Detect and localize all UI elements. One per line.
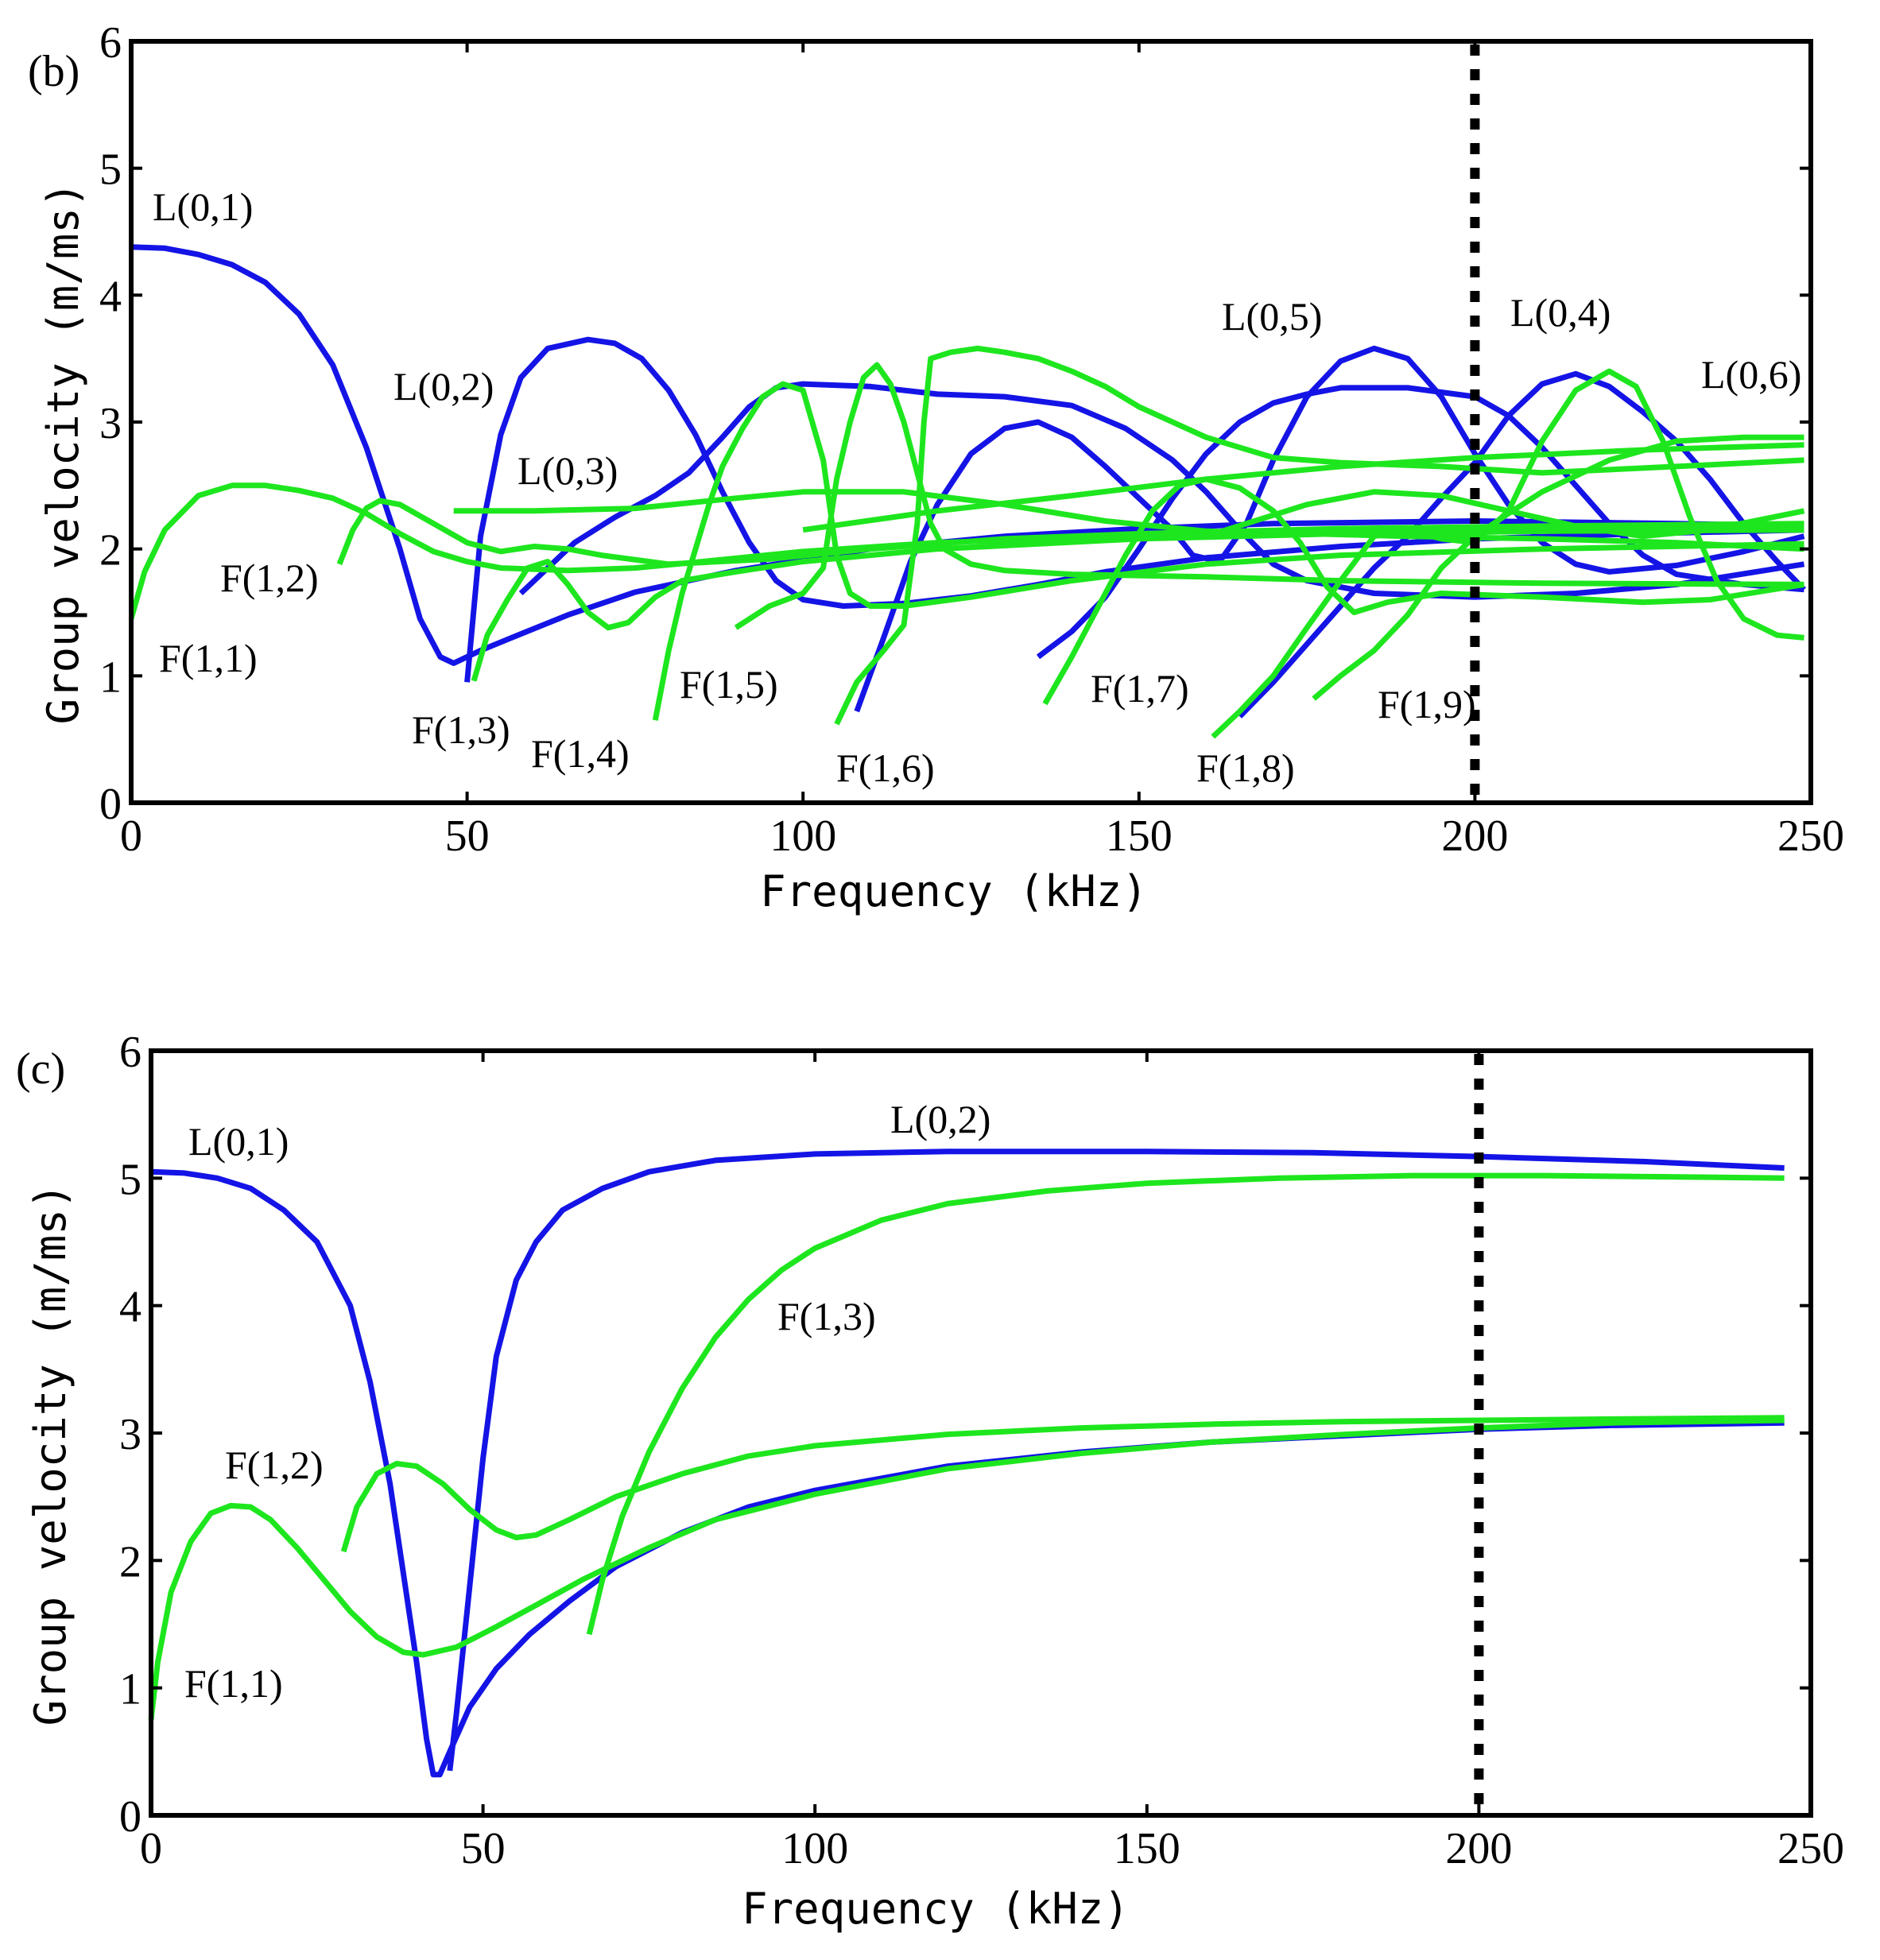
panel-b-series-faux1 (453, 489, 1804, 552)
panel-b-label-L03: L(0,3) (517, 448, 618, 493)
panel-b-x-tick-label: 50 (445, 812, 490, 861)
panel-c-y-tick-label: 3 (119, 1410, 141, 1459)
panel-c-y-tick-label: 6 (119, 1028, 141, 1077)
panel-c-x-tick-label: 0 (140, 1824, 162, 1873)
panel-b-label-F14: F(1,4) (531, 731, 630, 776)
panel-c-label-L01: L(0,1) (188, 1119, 289, 1164)
panel-b-series-f16 (834, 345, 1804, 726)
panel-c-series-l02 (447, 1148, 1785, 1772)
panel-b-x-tick-label: 150 (1106, 812, 1173, 861)
panel-b-y-tick-label: 0 (99, 780, 122, 829)
panel-b-series-f18 (1211, 368, 1804, 739)
panel-c-x-tick-label: 100 (781, 1824, 848, 1873)
panel-b-y-tick-label: 2 (99, 526, 122, 575)
panel-b-y-tick-label: 3 (99, 399, 122, 448)
panel-b-series-f14 (652, 381, 1804, 721)
panel-b-series-faux2 (802, 442, 1804, 533)
panel-c-y-tick-label: 5 (119, 1155, 141, 1204)
panel-b-label-F17: F(1,7) (1091, 666, 1189, 711)
panel-c-label-F12: F(1,2) (225, 1443, 324, 1487)
panel-b-chart: 0 50 100 150 200 250 0 1 2 3 4 5 6 (b) Frequency (kH… (28, 18, 1844, 916)
panel-c-x-tick-label: 150 (1114, 1824, 1180, 1873)
panel-b-tag: (b) (28, 47, 79, 96)
panel-c-y-tick-label: 2 (119, 1537, 141, 1586)
panel-b-x-tick-label: 0 (120, 812, 142, 861)
panel-b-series-f19 (1312, 434, 1804, 701)
panel-b-series-l03 (518, 381, 1805, 600)
panel-b-series-f13 (471, 527, 1804, 682)
panel-c-tag: (c) (16, 1044, 65, 1094)
panel-b-y-tick-label: 5 (99, 145, 122, 195)
panel-b-y-tick-label: 1 (99, 653, 122, 702)
panel-c-x-tick-label: 50 (461, 1824, 506, 1873)
panel-c-series-f12 (340, 1415, 1785, 1553)
panel-b-label-F15: F(1,5) (680, 662, 778, 707)
panel-b-label-F19: F(1,9) (1378, 682, 1476, 726)
panel-c-series-f11 (148, 1417, 1785, 1721)
panel-c-y-tick-label: 1 (119, 1665, 141, 1714)
panel-b-ticks: 0 50 100 150 200 250 0 1 2 3 4 5 6 (99, 18, 1844, 861)
panel-b-label-F11: F(1,1) (159, 636, 258, 680)
panel-b-x-tick-label: 200 (1441, 812, 1508, 861)
panel-c-ticks: 0 50 100 150 200 250 0 1 2 3 4 5 6 (119, 1028, 1844, 1873)
panel-c-x-tick-label: 250 (1777, 1824, 1844, 1873)
panel-b-x-tick-label: 100 (769, 812, 836, 861)
panel-b-series-l06 (1238, 370, 1807, 719)
panel-b-series-l05 (854, 345, 1805, 713)
panel-b-label-L02: L(0,2) (393, 364, 494, 409)
panel-b-label-F12: F(1,2) (220, 556, 319, 600)
panel-b-x-tick-label: 250 (1777, 812, 1844, 861)
panel-b-series-f17 (1042, 476, 1805, 706)
panel-c-y-tick-label: 4 (119, 1283, 141, 1332)
panel-c-label-F11: F(1,1) (184, 1661, 283, 1706)
panel-b-label-L06: L(0,6) (1701, 352, 1801, 397)
panel-b-y-axis-label: Group velocity (m/ms) (38, 182, 88, 725)
panel-c-y-tick-label: 0 (119, 1792, 141, 1842)
panel-b-label-F18: F(1,8) (1196, 746, 1295, 790)
panel-b-label-L05: L(0,5) (1222, 294, 1322, 339)
panel-b-label-F13: F(1,3) (412, 707, 510, 752)
panel-b-label-L01: L(0,1) (153, 184, 253, 229)
panel-c-y-axis-label: Group velocity (m/ms) (25, 1183, 76, 1726)
panel-c-chart: 0 50 100 150 200 250 0 1 2 3 4 5 6 (c) Frequency (kH… (16, 1028, 1844, 1934)
panel-b-label-L04: L(0,4) (1510, 290, 1611, 335)
panel-b-y-tick-label: 6 (99, 18, 122, 68)
panel-b-y-tick-label: 4 (99, 272, 122, 321)
panel-b-series-group (128, 244, 1807, 739)
panel-b-series-faux3 (1205, 489, 1805, 540)
panel-c-series-f13 (586, 1172, 1785, 1636)
panel-b-x-axis-label: Frequency (kHz) (760, 866, 1148, 916)
panel-c-x-tick-label: 200 (1445, 1824, 1512, 1873)
panel-b-label-F16: F(1,6) (836, 746, 935, 790)
panel-c-label-L02: L(0,2) (890, 1097, 990, 1141)
panel-b-series-f15 (734, 362, 1804, 630)
panel-c-label-F13: F(1,3) (777, 1294, 876, 1338)
panel-c-series-group (148, 1148, 1785, 1778)
panel-c-x-axis-label: Frequency (kHz) (742, 1884, 1130, 1934)
